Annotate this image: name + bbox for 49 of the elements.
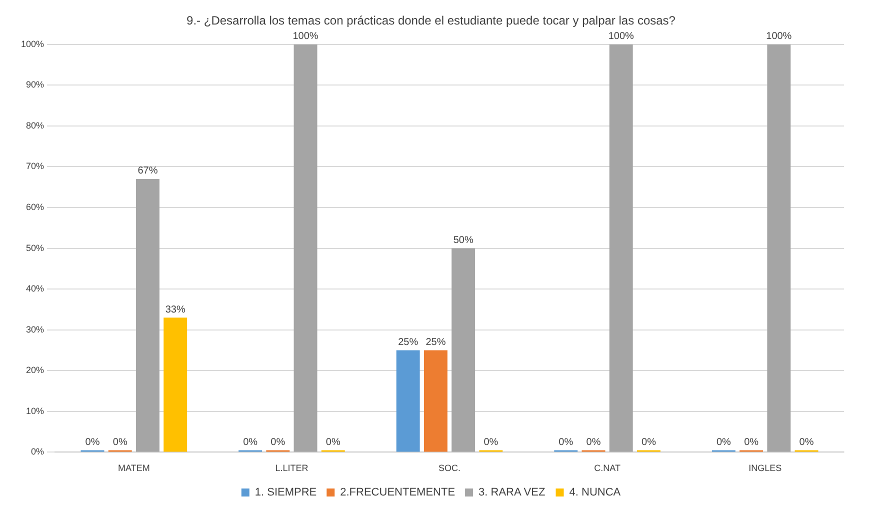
data-label: 0%	[270, 436, 286, 448]
data-label: 0%	[112, 436, 128, 448]
bar	[136, 178, 160, 452]
y-tick-label: 90%	[26, 80, 44, 90]
y-tick-label: 100%	[20, 38, 44, 49]
data-label: 0%	[243, 436, 258, 448]
bar	[424, 350, 448, 452]
y-tick-label: 20%	[26, 365, 44, 376]
bar	[767, 44, 791, 452]
y-tick-label: 40%	[26, 284, 44, 294]
data-label: 0%	[85, 436, 100, 448]
data-label: 0%	[484, 436, 498, 448]
data-label: 0%	[744, 436, 759, 448]
legend-label: 4. NUNCA	[569, 486, 622, 499]
bar	[609, 44, 633, 452]
y-tick-label: 0%	[31, 446, 44, 457]
bar	[396, 350, 420, 452]
x-tick-label: SOC.	[438, 463, 461, 474]
legend-label: 1. SIEMPRE	[254, 486, 317, 499]
data-label: 33%	[165, 304, 186, 316]
data-label: 0%	[326, 436, 340, 448]
data-label: 100%	[292, 31, 318, 42]
x-tick-label: C.NAT	[594, 463, 621, 474]
data-label: 100%	[608, 31, 634, 42]
legend-label: 2.FRECUENTEMENTE	[340, 486, 456, 499]
data-label: 0%	[586, 436, 601, 448]
y-tick-label: 30%	[26, 324, 44, 334]
data-label: 25%	[426, 337, 446, 348]
bar	[452, 248, 476, 452]
bar	[164, 318, 188, 452]
data-label: 100%	[766, 31, 792, 42]
chart-title: 9.- ¿Desarrolla los temas con prácticas donde el estudiante puede tocar y palpar las cosas?	[186, 14, 676, 28]
data-label: 0%	[799, 436, 814, 448]
y-tick-label: 70%	[26, 161, 44, 172]
data-label: 0%	[716, 436, 732, 448]
y-tick-label: 60%	[26, 202, 44, 212]
x-tick-label: L.LITER	[275, 463, 309, 474]
data-label: 25%	[398, 337, 418, 348]
y-tick-label: 10%	[26, 406, 44, 416]
y-tick-label: 80%	[26, 120, 44, 130]
data-label: 0%	[558, 436, 574, 448]
legend-label: 3. RARA VEZ	[478, 486, 546, 499]
y-tick-label: 50%	[26, 242, 44, 253]
bar	[294, 44, 318, 452]
x-tick-label: MATEM	[118, 463, 150, 474]
data-label: 67%	[138, 166, 158, 177]
data-label: 50%	[453, 235, 474, 246]
data-label: 0%	[642, 436, 656, 448]
x-tick-label: INGLES	[748, 463, 782, 474]
